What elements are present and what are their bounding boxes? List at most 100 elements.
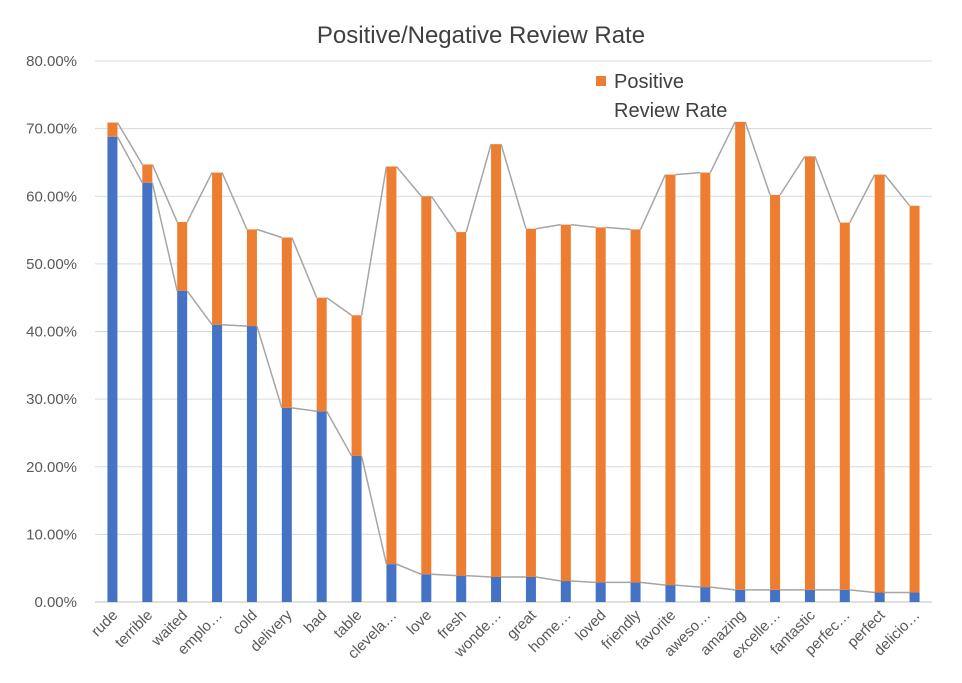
bar-positive	[386, 166, 397, 565]
series-line-negative	[151, 182, 178, 292]
series-line-total	[151, 164, 178, 223]
series-line-total	[884, 174, 911, 207]
series-line-total	[430, 195, 457, 233]
x-tick-label: terrible	[112, 607, 156, 651]
x-tick-label: bad	[301, 607, 331, 637]
bar-positive	[909, 205, 920, 593]
bar-positive	[142, 164, 153, 183]
bar-negative	[421, 574, 432, 602]
bar-negative	[839, 589, 850, 602]
series-line-negative	[256, 325, 283, 409]
chart-title: Positive/Negative Review Rate	[316, 22, 646, 49]
bar-negative	[491, 576, 502, 602]
bar-negative	[909, 592, 920, 602]
bar-positive	[560, 224, 571, 582]
series-line-negative	[570, 580, 596, 584]
bar-positive	[525, 228, 536, 577]
bar-negative	[316, 411, 327, 602]
y-tick-label: 70.00%	[26, 121, 77, 138]
y-tick-label: 60.00%	[26, 188, 77, 205]
bar-positive	[177, 221, 188, 291]
y-tick-label: 10.00%	[26, 526, 77, 543]
series-line-total	[326, 297, 352, 316]
series-line-negative	[466, 574, 492, 578]
bar-positive	[874, 174, 885, 593]
series-line-negative	[291, 407, 317, 413]
bar-positive	[281, 237, 292, 408]
bar-positive	[630, 229, 641, 583]
series-line-negative	[360, 455, 388, 565]
y-tick-label: 50.00%	[26, 256, 77, 273]
series-line-negative	[116, 136, 143, 184]
legend-swatch-positive	[596, 76, 606, 86]
legend-label-line-1: Positive	[614, 71, 685, 93]
y-tick-label: 0.00%	[34, 594, 77, 611]
series-line-total	[500, 143, 527, 229]
bar-positive	[770, 194, 781, 590]
series-line-total	[291, 237, 318, 298]
series-line-total	[675, 171, 701, 176]
y-tick-label: 40.00%	[26, 324, 77, 341]
series-line-negative	[675, 584, 701, 588]
series-line-total	[465, 143, 492, 233]
bar-negative	[665, 585, 676, 602]
bar-negative	[700, 587, 711, 602]
bar-positive	[246, 229, 257, 327]
bar-positive	[595, 227, 606, 583]
series-line-total	[744, 121, 771, 196]
y-tick-label: 20.00%	[26, 459, 77, 476]
y-tick-label: 80.00%	[26, 53, 77, 70]
series-line-negative	[222, 323, 247, 327]
series-line-negative	[186, 290, 213, 326]
series-line-total	[535, 223, 561, 230]
bar-positive	[665, 174, 676, 586]
series-line-negative	[849, 589, 875, 594]
bar-positive	[351, 315, 362, 456]
series-line-total	[709, 121, 736, 173]
bar-positive	[700, 172, 711, 588]
bar-positive	[107, 122, 118, 137]
series-line-total	[116, 122, 143, 165]
series-line-total	[605, 226, 631, 231]
series-line-total	[814, 156, 841, 223]
bar-negative	[107, 136, 118, 603]
series-line-negative	[640, 581, 666, 586]
series-line-negative	[535, 576, 561, 582]
bar-negative	[770, 589, 781, 602]
legend-label-line-2: Review Rate	[614, 100, 728, 122]
series-line-negative	[396, 563, 422, 575]
bar-negative	[630, 582, 641, 602]
bar-negative	[456, 575, 467, 602]
series-line-total	[221, 172, 248, 230]
series-line-negative	[431, 573, 457, 577]
bar-positive	[735, 121, 746, 590]
bar-negative	[142, 182, 153, 602]
y-tick-label: 30.00%	[26, 391, 77, 408]
x-tick-label: love	[404, 607, 435, 638]
series-line-total	[360, 166, 388, 316]
series-line-total	[779, 155, 806, 196]
bar-negative	[804, 589, 815, 602]
bar-positive	[212, 172, 223, 325]
series-line-total	[849, 174, 876, 223]
series-line-total	[639, 174, 667, 230]
series-line-total	[256, 228, 283, 239]
bar-negative	[386, 564, 397, 602]
series-line-total	[395, 166, 422, 197]
bar-positive	[421, 196, 432, 575]
series-line-negative	[710, 586, 736, 591]
series-line-negative	[326, 410, 353, 457]
bar-positive	[839, 222, 850, 590]
bar-negative	[560, 581, 571, 602]
bar-negative	[874, 592, 885, 602]
series-line-total	[570, 223, 596, 229]
bar-positive	[491, 144, 502, 577]
bar-negative	[212, 324, 223, 602]
bar-positive	[316, 297, 327, 412]
bar-negative	[735, 589, 746, 602]
bar-negative	[525, 576, 536, 602]
bar-negative	[351, 455, 362, 602]
series-line-total	[186, 172, 213, 223]
